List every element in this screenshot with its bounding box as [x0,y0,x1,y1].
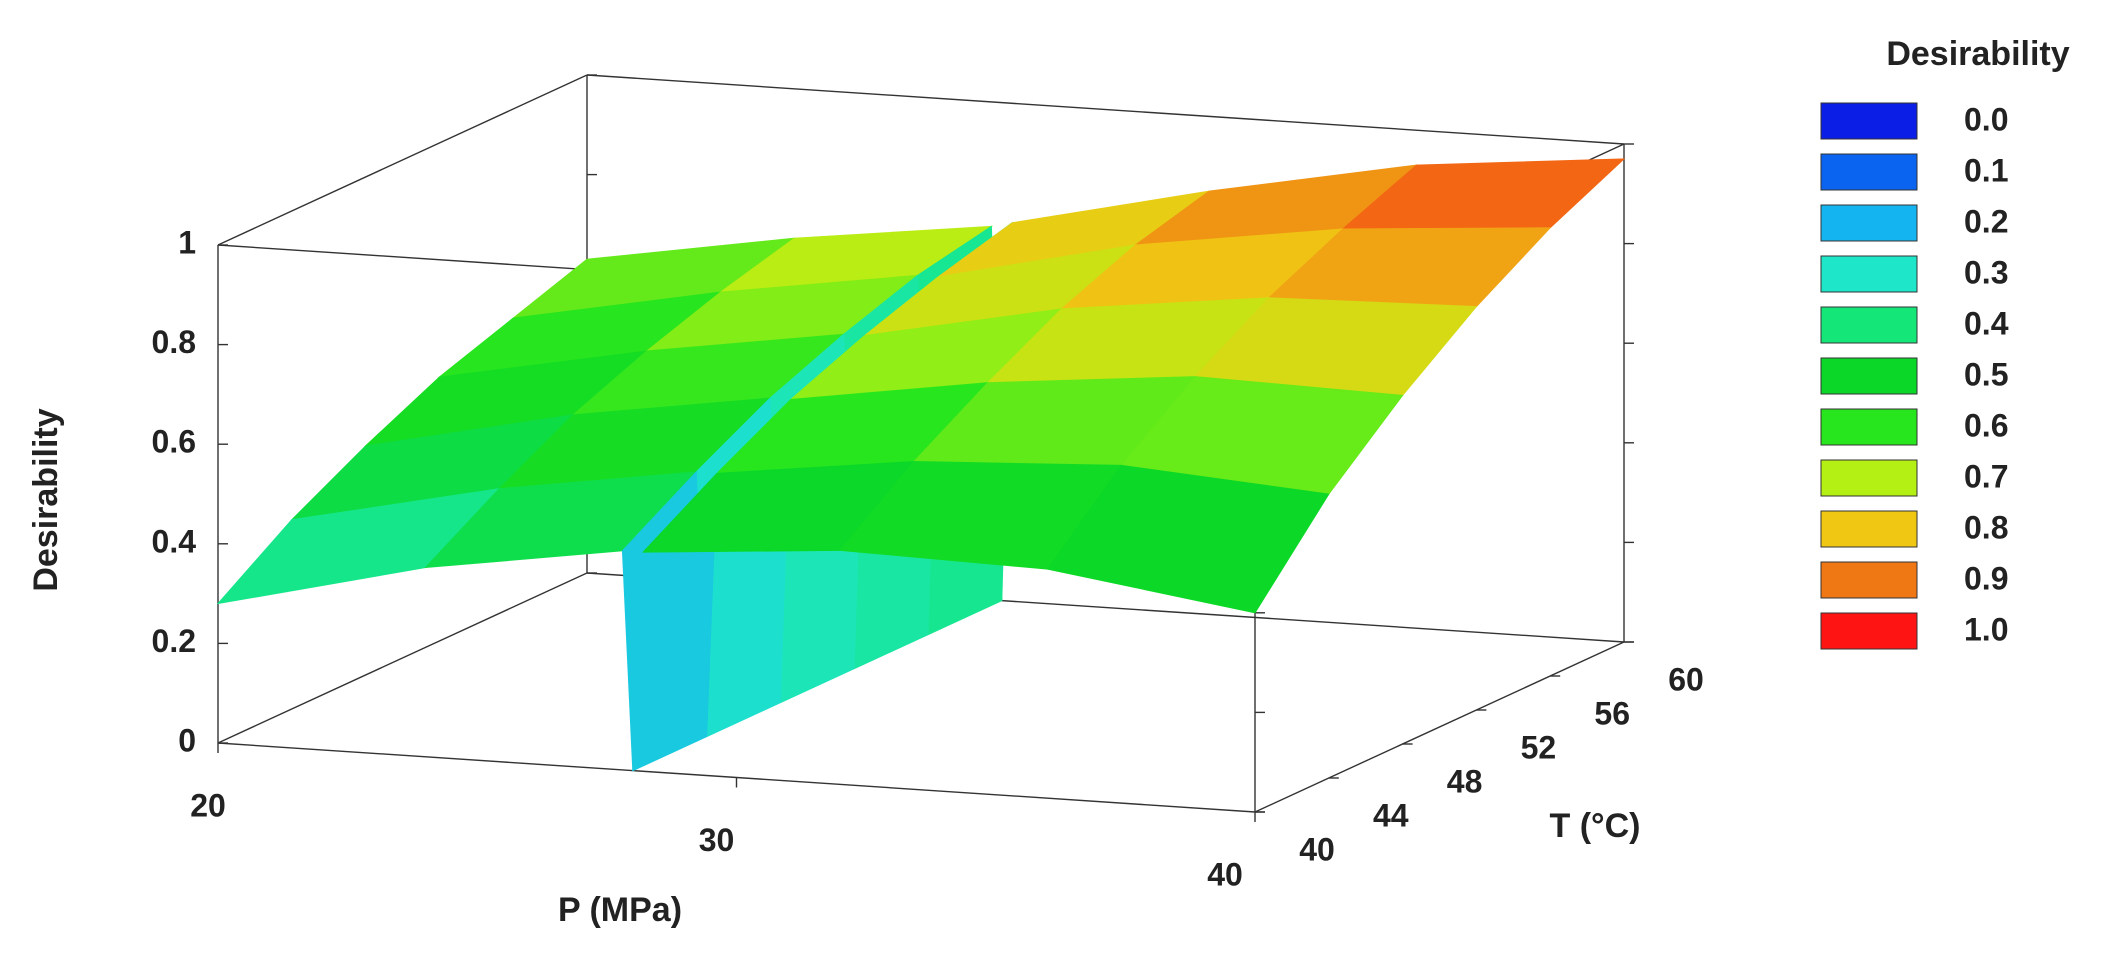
y-tick-label: 48 [1447,763,1483,799]
z-tick-label: 0 [178,722,196,758]
legend-swatch [1820,357,1918,395]
legend-swatch [1820,153,1918,191]
legend-title: Desirability [1886,35,2069,73]
legend-label: 0.4 [1964,305,2009,341]
legend-label: 0.7 [1964,458,2008,494]
y-tick-label: 44 [1373,797,1409,833]
legend-swatch [1820,204,1918,242]
z-tick-label: 0.4 [152,523,197,559]
legend-swatch [1820,459,1918,497]
y-tick-label: 56 [1594,695,1630,731]
legend-swatch [1820,510,1918,548]
legend-swatch [1820,306,1918,344]
legend-label: 0.9 [1964,560,2008,596]
legend-label: 0.1 [1964,152,2008,188]
z-tick-label: 0.2 [152,623,196,659]
x-tick-label: 40 [1207,856,1243,892]
legend-label: 1.0 [1964,611,2008,647]
z-axis-label: Desirability [27,408,65,591]
legend-swatch [1820,612,1918,650]
legend-label: 0.3 [1964,254,2008,290]
x-tick-label: 30 [699,822,735,858]
legend-swatch [1820,561,1918,599]
x-tick-label: 20 [190,787,226,823]
y-tick-label: 60 [1668,661,1704,697]
legend-label: 0.0 [1964,101,2008,137]
z-tick-label: 0.6 [152,424,196,460]
legend-label: 0.8 [1964,509,2008,545]
surface-patch [1046,464,1330,614]
y-tick-label: 52 [1521,729,1557,765]
box-edge [217,74,588,246]
legend-label: 0.5 [1964,356,2008,392]
z-tick-label: 0.8 [152,324,196,360]
x-axis-label: P (MPa) [558,891,682,929]
box-edge [217,572,588,744]
z-tick-label: 1 [178,224,196,260]
y-axis-label: T (°C) [1549,807,1640,845]
legend-swatch [1820,408,1918,446]
legend-swatch [1820,102,1918,140]
legend-label: 0.2 [1964,203,2008,239]
legend-label: 0.6 [1964,407,2008,443]
legend-swatch [1820,255,1918,293]
y-tick-label: 40 [1299,831,1335,867]
box-edge [586,74,1625,145]
box-edge [1254,641,1625,813]
